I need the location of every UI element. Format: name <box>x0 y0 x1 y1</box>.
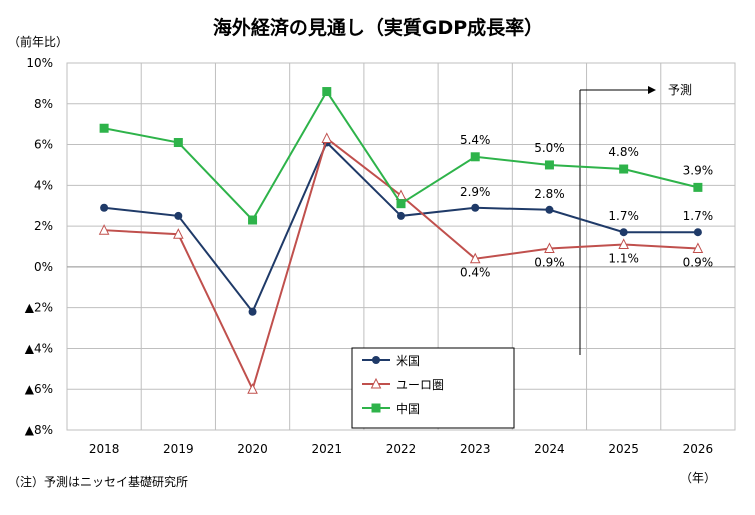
data-point <box>322 87 332 97</box>
y-tick-label: 0% <box>34 260 53 274</box>
data-label: 1.7% <box>683 209 714 223</box>
data-label: 2.8% <box>534 187 565 201</box>
x-tick-label: 2023 <box>460 442 491 456</box>
data-label: 0.9% <box>683 256 714 270</box>
forecast-label: 予測 <box>668 83 692 97</box>
forecast-marker: 予測 <box>579 83 692 355</box>
data-label: 3.9% <box>683 163 714 177</box>
data-point <box>618 238 629 249</box>
gridlines <box>66 62 736 431</box>
x-tick-label: 2019 <box>163 442 194 456</box>
x-tick-label: 2022 <box>386 442 417 456</box>
data-point <box>98 224 110 235</box>
forecast-arrow-head <box>648 86 656 94</box>
data-point <box>544 160 554 170</box>
y-tick-label: 8% <box>34 97 53 111</box>
y-tick-label: ▲6% <box>25 382 53 396</box>
data-label: 5.0% <box>534 141 565 155</box>
x-tick-label: 2021 <box>312 442 343 456</box>
data-point <box>619 228 628 237</box>
data-point <box>396 199 406 209</box>
data-label: 2.9% <box>460 185 491 199</box>
data-point <box>544 242 555 254</box>
chart-title: 海外経済の見通し（実質GDP成長率） <box>213 16 543 39</box>
y-tick-label: ▲8% <box>25 423 53 437</box>
data-point <box>173 138 183 148</box>
data-label: 4.8% <box>608 145 639 159</box>
data-label: 1.1% <box>608 251 639 265</box>
data-point <box>693 182 703 192</box>
data-labels: 2.9% 2.8% 1.7% 1.7% 0.4% 0.9% 1.1% 0.9% 5.4% 5.0%… <box>460 133 713 280</box>
data-point <box>99 123 109 133</box>
x-axis-ticks: 2018 2019 2020 2021 2022 2023 2024 2025 2026 <box>89 442 713 456</box>
data-point <box>247 383 258 394</box>
chart-note: （注）予測はニッセイ基礎研究所 <box>8 474 188 489</box>
series-layer <box>98 87 704 394</box>
data-point <box>100 203 109 212</box>
legend-marker <box>371 403 381 413</box>
data-point <box>248 307 257 316</box>
y-tick-label: 2% <box>34 219 53 233</box>
data-point <box>545 205 554 214</box>
x-tick-label: 2020 <box>237 442 268 456</box>
data-point <box>692 242 704 254</box>
data-point <box>173 228 184 239</box>
y-tick-label: 6% <box>34 138 53 152</box>
data-point <box>321 132 333 143</box>
data-label: 1.7% <box>608 209 639 223</box>
y-axis-label: （前年比） <box>8 34 68 49</box>
legend-label: ユーロ圏 <box>396 378 444 392</box>
x-axis-label: （年） <box>680 471 716 485</box>
data-point <box>471 203 480 212</box>
y-tick-label: ▲4% <box>25 341 53 355</box>
legend-label: 米国 <box>396 354 420 368</box>
y-axis-ticks: 10% 8% 6% 4% 2% 0% ▲2% ▲4% ▲6% ▲8% <box>25 56 53 437</box>
x-tick-label: 2024 <box>534 442 565 456</box>
data-point <box>248 215 258 225</box>
data-point <box>469 252 481 264</box>
data-label: 5.4% <box>460 133 491 147</box>
data-point <box>397 211 405 220</box>
data-point <box>470 152 480 162</box>
data-point <box>693 228 702 237</box>
y-tick-label: 4% <box>34 178 53 192</box>
data-point <box>619 164 629 174</box>
data-label: 0.9% <box>534 256 565 270</box>
data-label: 0.4% <box>460 266 491 280</box>
x-tick-label: 2026 <box>683 442 714 456</box>
legend-marker <box>370 377 382 389</box>
y-tick-label: ▲2% <box>25 301 53 315</box>
legend-label: 中国 <box>396 401 420 416</box>
data-point <box>174 211 183 220</box>
y-tick-label: 10% <box>26 56 53 70</box>
x-tick-label: 2025 <box>608 442 639 456</box>
legend-marker <box>372 356 380 364</box>
x-tick-label: 2018 <box>89 442 120 456</box>
